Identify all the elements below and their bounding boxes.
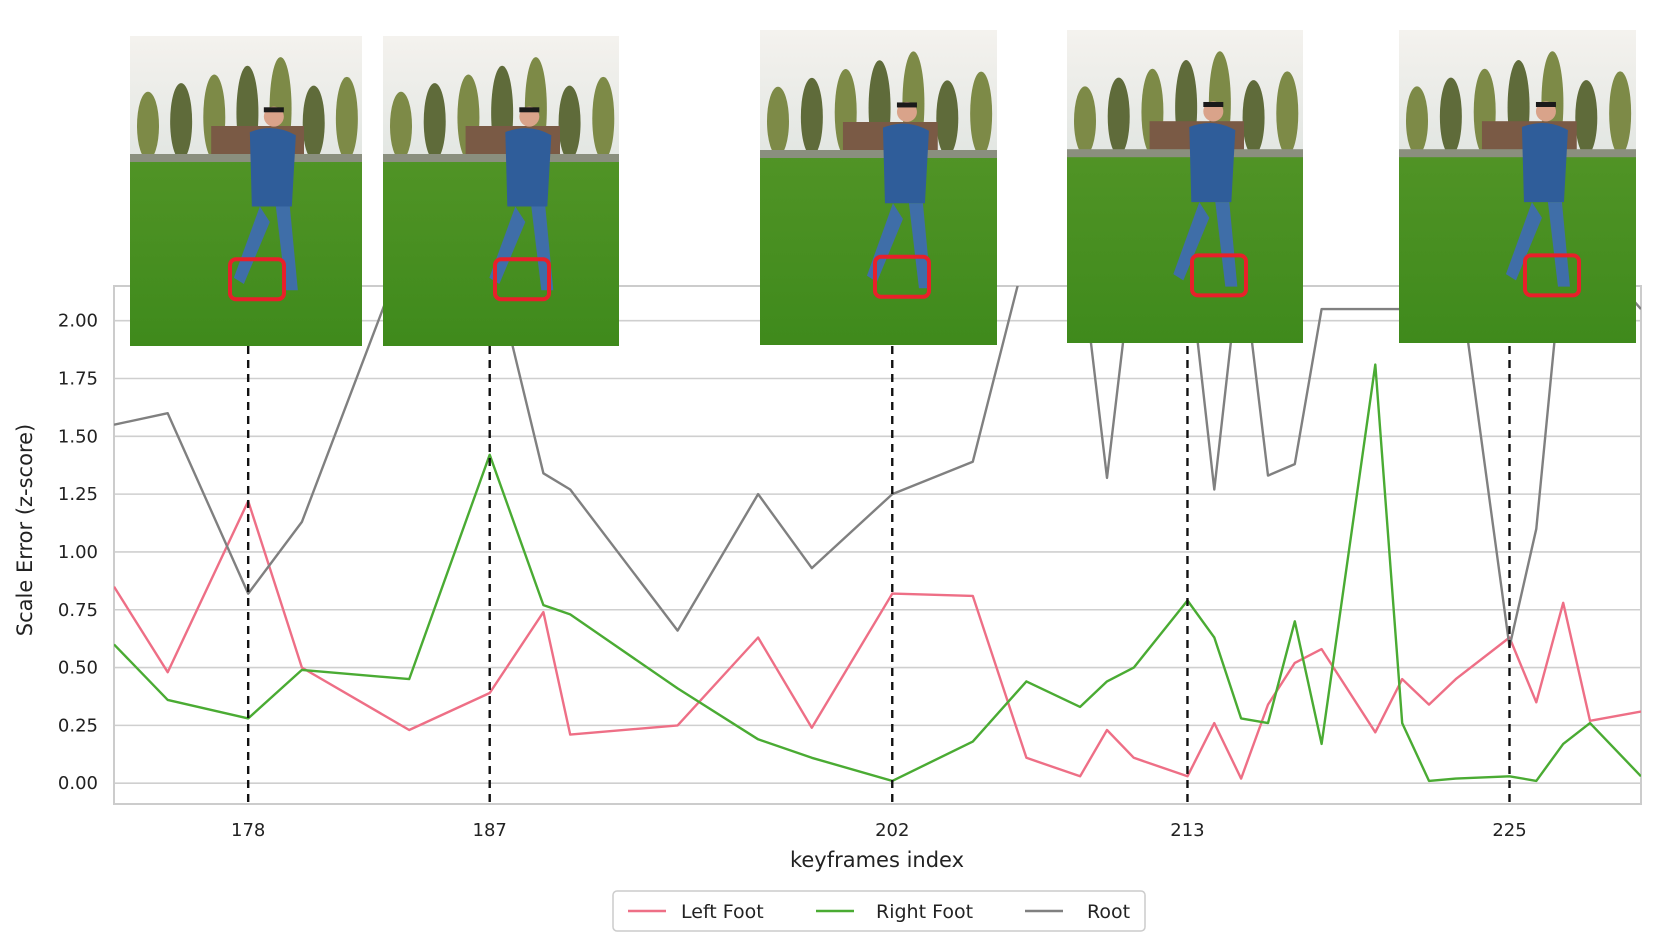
y-axis-title: Scale Error (z-score) <box>13 424 37 636</box>
y-tick-label: 0.75 <box>58 600 98 621</box>
y-tick-label: 1.75 <box>58 369 98 390</box>
tree-icon <box>936 80 959 156</box>
runner-figure <box>233 106 298 291</box>
tree-icon <box>390 91 412 160</box>
horizontal-gridlines <box>114 319 1641 784</box>
tree-icon <box>1107 77 1130 156</box>
horizon-strip <box>1399 149 1636 158</box>
runner-jacket <box>505 128 552 207</box>
y-tick-label: 1.50 <box>58 426 98 447</box>
y-tick-label: 1.25 <box>58 484 98 505</box>
horizon-strip <box>383 154 619 162</box>
tree-icon <box>592 76 615 160</box>
x-tick-label: 213 <box>1170 820 1204 841</box>
tree-icon <box>1074 86 1096 156</box>
foot-highlight-box <box>873 254 931 299</box>
tree-icon <box>335 76 358 160</box>
x-tick-label: 178 <box>231 820 265 841</box>
runner-jacket <box>882 123 929 204</box>
tree-icon <box>137 91 159 160</box>
runner-leg-back <box>489 206 526 284</box>
runner-leg-front <box>1547 202 1570 287</box>
y-tick-label: 1.00 <box>58 542 98 563</box>
series-line-right-foot <box>114 363 1641 783</box>
keyframe-marker-lines <box>246 346 1511 804</box>
tree-icon <box>558 85 581 160</box>
headband <box>263 107 284 113</box>
legend-label-right-foot: Right Foot <box>876 901 973 923</box>
keyframe-photo <box>760 30 997 345</box>
horizon-strip <box>130 154 362 162</box>
tree-icon <box>1406 86 1428 156</box>
legend-label-root: Root <box>1087 901 1130 923</box>
y-tick-label: 2.00 <box>58 311 98 332</box>
foot-highlight-box <box>1190 253 1248 298</box>
foot-highlight-box <box>1523 253 1581 298</box>
series-line-left-foot <box>114 499 1641 780</box>
tree-icon <box>1575 80 1598 156</box>
runner-jacket <box>1189 123 1236 203</box>
y-tick-label: 0.00 <box>58 773 98 794</box>
runner-figure <box>1173 101 1238 287</box>
runner-leg-back <box>233 206 270 284</box>
tree-icon <box>1276 71 1299 156</box>
runner-figure <box>1505 101 1570 287</box>
runner-leg-front <box>1215 202 1238 287</box>
legend: Left Foot Right Foot Root <box>612 890 1146 932</box>
tree-icon <box>1242 80 1265 156</box>
x-tick-label: 225 <box>1492 820 1526 841</box>
headband <box>1535 101 1556 107</box>
tree-icon <box>800 77 823 156</box>
plot-frame <box>113 285 1642 805</box>
horizon-strip <box>1067 149 1303 158</box>
legend-box <box>612 890 1146 932</box>
tree-icon <box>302 85 325 160</box>
foot-highlight-box <box>228 257 286 302</box>
runner-leg-front <box>275 206 298 291</box>
keyframe-photo <box>1067 30 1303 343</box>
runner-leg-back <box>1173 202 1210 281</box>
tree-icon <box>1439 77 1462 156</box>
headband <box>896 102 917 108</box>
x-tick-label: 202 <box>875 820 909 841</box>
keyframe-photo <box>130 36 362 346</box>
keyframe-photo <box>1399 30 1636 343</box>
horizon-strip <box>760 150 997 158</box>
legend-label-left-foot: Left Foot <box>681 901 764 923</box>
runner-jacket <box>249 128 296 207</box>
runner-leg-front <box>908 203 931 289</box>
headband <box>519 107 540 113</box>
tree-icon <box>1609 71 1632 156</box>
foot-highlight-box <box>493 257 551 302</box>
x-tick-label: 187 <box>473 820 507 841</box>
tree-icon <box>767 86 789 156</box>
keyframe-photo <box>383 36 619 346</box>
keyframe-photos <box>130 30 1636 346</box>
runner-jacket <box>1521 123 1568 203</box>
tree-icon <box>423 83 446 160</box>
y-tick-label: 0.25 <box>58 715 98 736</box>
y-tick-label: 0.50 <box>58 658 98 679</box>
x-tick-labels: 178 187 202 213 225 <box>231 820 1527 841</box>
headband <box>1203 101 1224 107</box>
tree-icon <box>970 71 993 156</box>
tree-icon <box>170 83 193 160</box>
y-tick-labels: 0.00 0.25 0.50 0.75 1.00 1.25 1.50 1.75 2.00 <box>58 311 98 795</box>
runner-leg-back <box>1505 202 1542 281</box>
x-axis-title: keyframes index <box>790 848 964 872</box>
